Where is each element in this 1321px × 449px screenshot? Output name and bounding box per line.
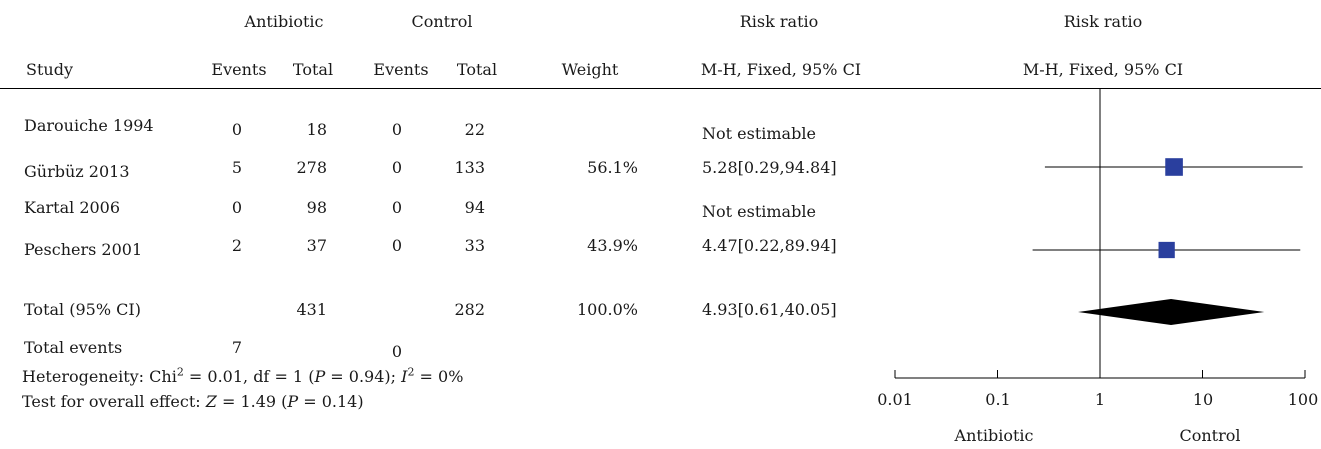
total-events-label: Total events [24,338,123,357]
ci-value: Not estimable [702,202,816,221]
method-text-header: M-H, Fixed, 95% CI [700,60,862,79]
total-control-header: Total [456,60,498,79]
study-name: Darouiche 1994 [24,116,154,135]
favours-antibiotic-label: Antibiotic [954,426,1034,445]
total-antibiotic-header: Total [292,60,334,79]
heterogeneity-statistic: Heterogeneity: Chi2 = 0.01, df = 1 (P = … [22,365,464,386]
study-estimate-marker [1158,241,1175,259]
group-label-antibiotic: Antibiotic [244,12,324,31]
events-control: 0 [391,158,403,177]
events-control: 0 [391,236,403,255]
events-antibiotic: 0 [231,198,243,217]
overall-effect-test: Test for overall effect: Z = 1.49 (P = 0… [22,392,364,411]
axis-tick-label: 0.1 [985,390,1011,409]
events-control: 0 [391,120,403,139]
study-estimate-marker [1165,158,1183,176]
events-antibiotic: 2 [231,236,243,255]
total-control: 22 [464,120,485,139]
axis-tick-label: 100 [1287,390,1319,409]
pooled-estimate-diamond [1077,299,1265,325]
weight-value: 43.9% [587,236,638,255]
axis-tick-label: 10 [1192,390,1214,409]
study-name: Gürbüz 2013 [24,162,130,181]
total-antibiotic: 18 [306,120,327,139]
weight-value: 56.1% [587,158,638,177]
total-antibiotic: 278 [296,158,327,177]
group-label-control: Control [411,12,473,31]
events-control: 0 [391,198,403,217]
method-plot-header: M-H, Fixed, 95% CI [1022,60,1184,79]
study-name: Peschers 2001 [24,240,143,259]
events-antibiotic-header: Events [211,60,267,79]
study-column-header: Study [26,60,73,79]
ci-value: 5.28[0.29,94.84] [702,158,837,177]
total-antibiotic: 37 [306,236,327,255]
risk-ratio-text-heading: Risk ratio [739,12,819,31]
total-ci: 4.93[0.61,40.05] [702,300,837,319]
total-antibiotic: 98 [306,198,327,217]
events-antibiotic: 0 [231,120,243,139]
total-events-control: 0 [391,342,403,361]
ci-value: Not estimable [702,124,816,143]
risk-ratio-plot-heading: Risk ratio [1063,12,1143,31]
total-antibiotic-sum: 431 [296,300,327,319]
axis-tick-label: 0.01 [877,390,913,409]
total-events-antibiotic: 7 [231,338,243,357]
total-label: Total (95% CI) [24,300,141,319]
total-control-sum: 282 [454,300,485,319]
total-weight: 100.0% [576,300,638,319]
total-control: 133 [454,158,485,177]
events-antibiotic: 5 [231,158,243,177]
ci-value: 4.47[0.22,89.94] [702,236,837,255]
total-control: 33 [464,236,485,255]
header-divider [0,88,1321,89]
weight-header: Weight [561,60,619,79]
axis-tick-label: 1 [1094,390,1106,409]
favours-control-label: Control [1179,426,1241,445]
total-control: 94 [464,198,485,217]
study-name: Kartal 2006 [24,198,121,217]
events-control-header: Events [373,60,429,79]
